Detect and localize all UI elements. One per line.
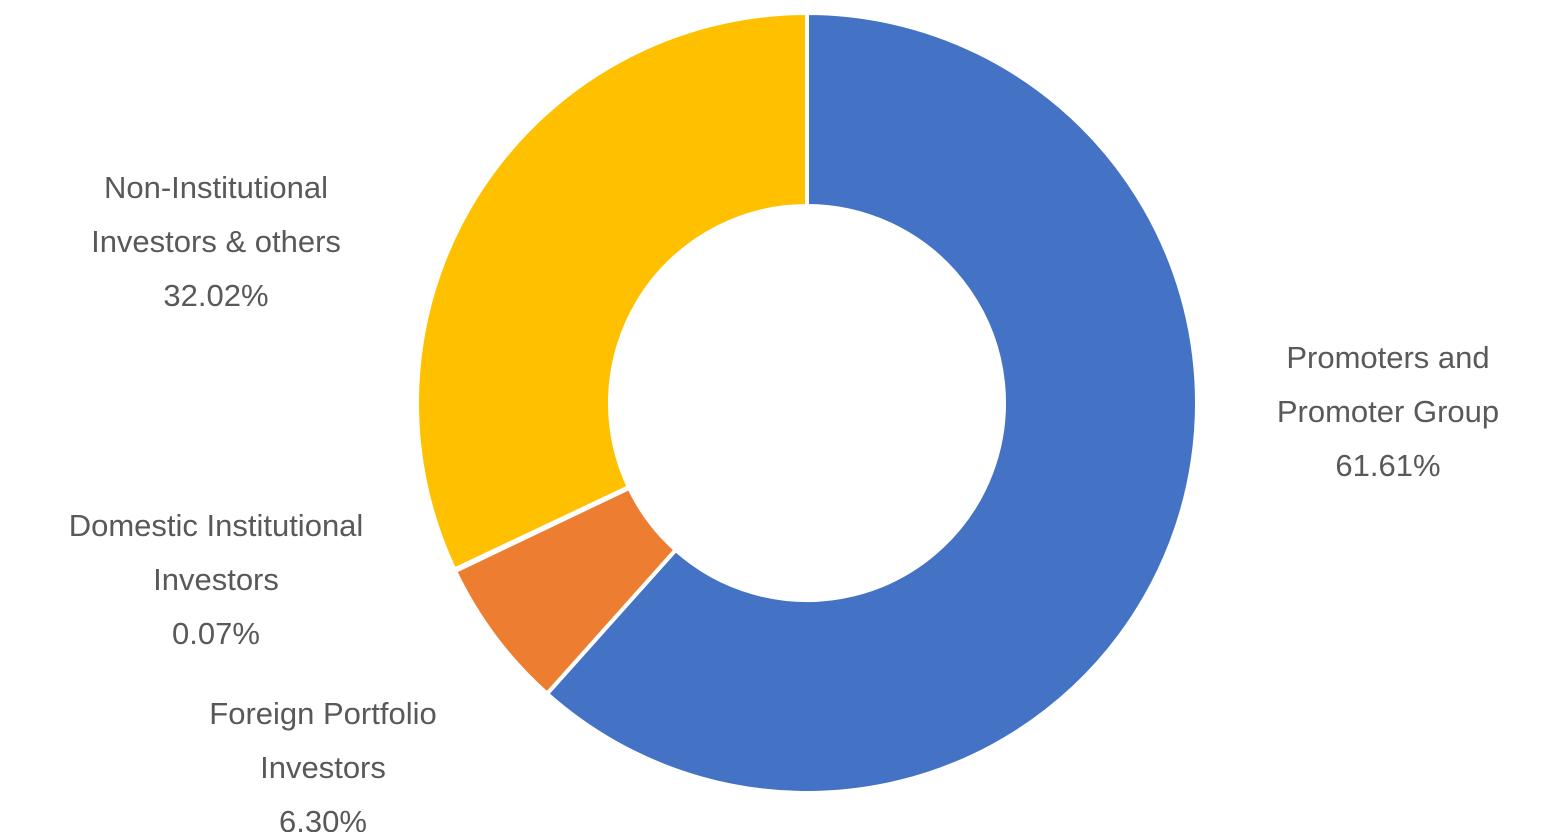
- data-label-name-line: Foreign Portfolio: [209, 696, 436, 731]
- donut-slices: [415, 11, 1199, 795]
- data-label-domestic-institutional-investors: Domestic Institutional Investors 0.07%: [69, 508, 364, 651]
- data-label-value: 0.07%: [172, 616, 260, 651]
- data-label-name-line: Investors & others: [91, 224, 341, 259]
- data-label-name-line: Promoter Group: [1277, 394, 1499, 429]
- data-label-value: 61.61%: [1335, 448, 1440, 483]
- data-label-name-line: Promoters and: [1286, 340, 1489, 375]
- data-label-promoters-and-promoter-group: Promoters and Promoter Group 61.61%: [1277, 340, 1499, 483]
- slice-non-institutional-investors-and-others: [415, 11, 809, 572]
- data-label-non-institutional-investors-and-others: Non-Institutional Investors & others 32.02…: [91, 170, 341, 313]
- data-label-name-line: Investors: [260, 750, 386, 785]
- data-label-name-line: Investors: [153, 562, 279, 597]
- slice-promoters-and-promoter-group: [545, 11, 1199, 795]
- data-label-value: 6.30%: [279, 804, 367, 832]
- donut-labels: Promoters and Promoter Group 61.61% Foreign…: [69, 170, 1499, 832]
- data-label-foreign-portfolio-investors: Foreign Portfolio Investors 6.30%: [209, 696, 436, 832]
- data-label-name-line: Domestic Institutional: [69, 508, 364, 543]
- data-label-value: 32.02%: [163, 278, 268, 313]
- data-label-name-line: Non-Institutional: [104, 170, 328, 205]
